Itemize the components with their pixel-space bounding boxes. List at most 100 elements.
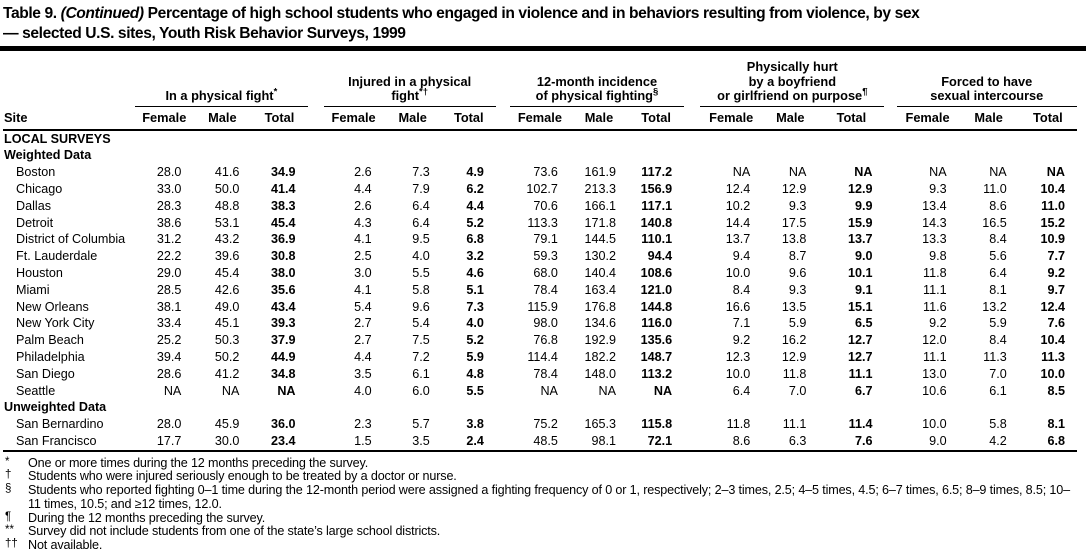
value: 10.0 (725, 366, 751, 381)
value: 6.4 (412, 198, 430, 213)
value: 9.3 (788, 198, 807, 213)
footnotes: * One or more times during the 12 months … (4, 456, 1080, 553)
value: 7.5 (412, 333, 430, 348)
value-total: 5.9 (466, 349, 484, 364)
value-total: 7.6 (1047, 316, 1065, 331)
value: 11.8 (726, 417, 751, 432)
value: 12.9 (781, 349, 807, 364)
value-total: 108.6 (640, 265, 673, 280)
column-gap (496, 198, 510, 215)
site-name: San Francisco (3, 432, 136, 452)
column-group-header-4: Physically hurt by a boyfriend or girlfrie… (700, 52, 885, 107)
value-total: 7.7 (1047, 249, 1065, 264)
value: 31.2 (156, 232, 182, 247)
value-total: 2.4 (441, 432, 496, 452)
footnote-symbol: † (5, 469, 12, 482)
title-line-1: Table 9. (Continued) Percentage of high … (3, 4, 1082, 24)
value-total: 12.7 (847, 333, 873, 348)
value: 182.2 (584, 349, 617, 364)
table-row: San Bernardino 28.0 45.9 36.0 2.3 5.7 3.8 75.2 1… (3, 416, 1077, 433)
header-column-gap (684, 52, 701, 131)
value-total: 10.4 (1040, 333, 1065, 348)
value: 5.8 (412, 282, 430, 297)
value-total: 6.5 (854, 316, 873, 331)
value: 28.6 (156, 366, 182, 381)
value-total: 30.8 (271, 249, 296, 264)
value: 4.0 (354, 383, 372, 398)
column-gap (684, 231, 700, 248)
site-name: Philadelphia (16, 349, 85, 364)
value-total: 117.2 (641, 165, 673, 180)
value: 102.7 (526, 181, 558, 196)
value-total: 121.0 (640, 282, 673, 297)
column-gap (684, 383, 700, 400)
table-row: Philadelphia 39.4 50.2 44.9 4.4 7.2 5.9 114.4 18… (3, 349, 1077, 366)
footnote-text: Survey did not include students from one… (28, 524, 441, 539)
column-gap (496, 299, 510, 316)
value: 5.4 (354, 299, 372, 314)
value: 8.6 (989, 198, 1007, 213)
footnote: ** Survey did not include students from o… (4, 524, 1080, 539)
value: 9.6 (412, 299, 430, 314)
column-gap (496, 383, 510, 400)
value: 49.0 (214, 299, 240, 314)
value-total: 10.0 (1040, 366, 1065, 381)
value: 45.1 (214, 316, 240, 331)
column-gap (884, 198, 896, 215)
value: 5.6 (989, 249, 1007, 264)
column-gap (308, 164, 324, 181)
column-gap (496, 248, 510, 265)
column-gap (308, 332, 324, 349)
column-gap (496, 366, 510, 383)
value: 3.5 (354, 366, 372, 381)
column-gap (496, 215, 510, 232)
column-gap (884, 231, 896, 248)
column-gap (884, 181, 896, 198)
value-total: 6.8 (466, 232, 484, 247)
value: 8.4 (989, 232, 1007, 247)
value: 5.9 (989, 316, 1007, 331)
value: 4.1 (354, 232, 372, 247)
column-gap (884, 332, 896, 349)
table-title: Table 9. (Continued) Percentage of high … (0, 0, 1086, 43)
column-gap (884, 315, 896, 332)
value: 10.0 (922, 417, 947, 432)
value-total: 6.8 (1018, 432, 1077, 452)
value-total: 11.0 (1041, 198, 1065, 213)
value: 13.4 (922, 198, 947, 213)
sub-header-total: Total (441, 106, 496, 131)
value-total: 148.7 (640, 349, 673, 364)
value: 140.4 (584, 265, 617, 280)
value-total: 9.7 (1047, 282, 1065, 297)
value: 2.5 (354, 249, 372, 264)
footnote-text: Students who were injured seriously enou… (28, 469, 457, 484)
value: 9.3 (788, 282, 807, 297)
header-column-gap (495, 52, 510, 131)
value: 130.2 (584, 249, 617, 264)
value-total: 38.0 (271, 265, 296, 280)
column-gap (308, 416, 324, 433)
table-number: Table 9. (3, 5, 57, 22)
value-total: 11.3 (1041, 349, 1065, 364)
footnote-text: During the 12 months preceding the surve… (28, 510, 266, 525)
value-total: 15.1 (847, 299, 873, 314)
value: 76.8 (533, 333, 558, 348)
value: 4.2 (958, 432, 1019, 452)
value: 4.4 (354, 181, 372, 196)
sub-header-row: Female Male Total Female Male Total Female Male… (3, 106, 1077, 131)
site-name: District of Columbia (16, 232, 126, 247)
value: 9.3 (929, 181, 947, 196)
value: NA (989, 165, 1007, 180)
value: 6.4 (989, 265, 1007, 280)
value-total: 4.9 (466, 165, 484, 180)
value: 11.8 (782, 366, 807, 381)
value: 11.3 (983, 349, 1007, 364)
value: 8.7 (788, 249, 807, 264)
value-total: NA (653, 383, 673, 398)
value: 50.3 (214, 333, 240, 348)
table-row: New York City 33.4 45.1 39.3 2.7 5.4 4.0 98.0 13… (3, 315, 1077, 332)
value: 4.0 (412, 249, 430, 264)
table-row: District of Columbia 31.2 43.2 36.9 4.1 9.5 6.… (3, 231, 1077, 248)
value: 10.2 (725, 198, 751, 213)
value: 7.3 (412, 165, 430, 180)
